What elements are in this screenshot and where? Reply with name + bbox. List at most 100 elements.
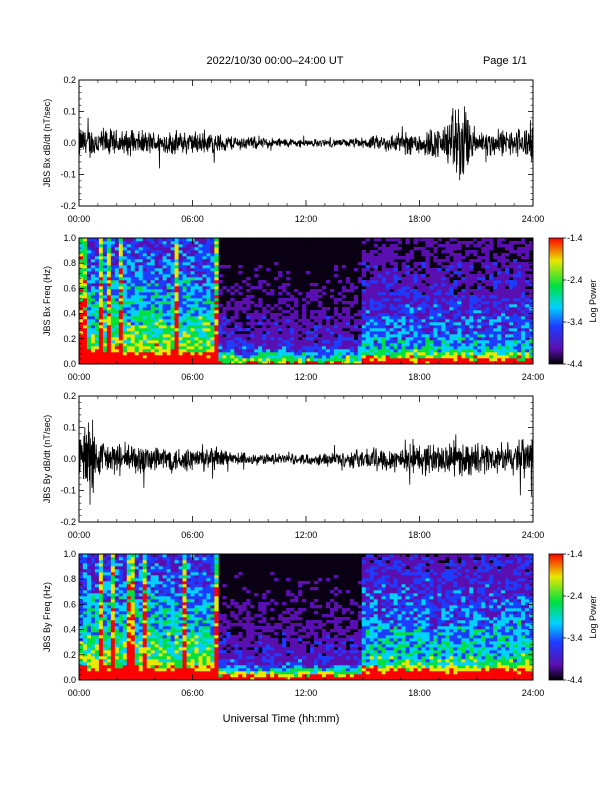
spectrogram-cell — [126, 554, 132, 558]
spectrogram-cell — [102, 638, 108, 642]
spectrogram-cell — [150, 241, 155, 245]
spectrogram-cell — [254, 310, 259, 314]
spectrogram-cell — [82, 247, 88, 251]
spectrogram-cell — [114, 662, 120, 666]
spectrogram-cell — [102, 674, 108, 678]
spectrogram-cell — [142, 334, 147, 338]
spectrogram-cell — [198, 331, 203, 335]
spectrogram-cell — [118, 650, 124, 654]
spectrogram-cell — [162, 274, 167, 278]
spectrogram-cell — [114, 349, 120, 353]
spectrogram-cell — [497, 274, 502, 278]
spectrogram-cell — [377, 280, 382, 284]
spectrogram-cell — [321, 352, 327, 356]
spectrogram-cell — [154, 322, 159, 326]
spectrogram-cell — [405, 271, 410, 275]
spectrogram-cell — [198, 274, 203, 278]
spectrogram-cell — [353, 295, 359, 299]
spectrogram-cell — [162, 602, 167, 606]
spectrogram-cell — [302, 340, 307, 344]
spectrogram-cell — [513, 334, 518, 338]
spectrogram-cell — [321, 313, 327, 317]
spectrogram-cell — [102, 626, 108, 630]
spectrogram-cell — [82, 590, 88, 594]
spectrogram-cell — [126, 608, 132, 612]
spectrogram-cell — [82, 674, 88, 678]
spectrogram-cell — [110, 358, 116, 362]
spectrogram-cell — [389, 256, 394, 260]
spectrogram-cell — [138, 253, 144, 257]
spectrogram-cell — [126, 572, 132, 576]
spectrogram-cell — [194, 295, 199, 299]
spectrogram-cell — [385, 346, 390, 350]
spectrogram-cell — [134, 665, 140, 669]
spectrogram-cell — [158, 557, 163, 561]
spectrogram-cell — [138, 620, 144, 624]
spectrogram-cell — [154, 280, 159, 284]
spectrogram-cell — [158, 641, 163, 645]
spectrogram-cell — [106, 554, 112, 558]
spectrogram-cell — [521, 361, 526, 365]
spectrogram-cell — [134, 566, 140, 570]
spectrogram-cell — [206, 283, 211, 287]
spectrogram-cell — [521, 325, 526, 329]
spectrogram-cell — [302, 298, 307, 302]
spectrogram-cell — [194, 286, 199, 290]
spectrogram-cell — [206, 247, 211, 251]
spectrogram-cell — [110, 253, 116, 257]
spectrogram-cell — [525, 328, 530, 332]
spectrogram-cell — [214, 292, 219, 296]
spectrogram-cell — [309, 340, 315, 344]
spectrogram-cell — [122, 671, 128, 675]
spectrogram-cell — [369, 253, 374, 257]
spectrogram-cell — [441, 259, 446, 263]
spectrogram-cell — [79, 590, 84, 594]
spectrogram-cell — [234, 283, 239, 287]
spectrogram-cell — [158, 659, 163, 663]
spectrogram-cell — [493, 349, 498, 353]
spectrogram-cell — [445, 349, 450, 353]
spectrogram-cell — [238, 352, 243, 356]
spectrogram-cell — [186, 301, 191, 305]
spectrogram-cell — [238, 343, 243, 347]
spectrogram-cell — [309, 349, 315, 353]
spectrogram-cell — [377, 298, 382, 302]
spectrogram-cell — [329, 340, 335, 344]
spectrogram-cell — [142, 265, 147, 269]
spectrogram-cell — [425, 262, 430, 266]
spectrogram-cell — [341, 340, 347, 344]
spectrogram-cell — [417, 352, 422, 356]
spectrogram-cell — [473, 322, 478, 326]
spectrogram-cell — [122, 352, 128, 356]
spectrogram-cell — [365, 307, 371, 311]
spectrogram-cell — [401, 292, 406, 296]
spectrogram-cell — [405, 292, 410, 296]
spectrogram-cell — [82, 352, 88, 356]
spectrogram-cell — [118, 319, 124, 323]
spectrogram-cell — [529, 298, 534, 302]
spectrogram-cell — [194, 262, 199, 266]
spectrogram-cell — [146, 560, 151, 564]
spectrogram-cell — [250, 316, 255, 320]
spectrogram-cell — [417, 262, 422, 266]
spectrogram-cell — [162, 575, 167, 579]
spectrogram-cell — [473, 277, 478, 281]
spectrogram-cell — [433, 355, 438, 359]
spectrogram-cell — [302, 349, 307, 353]
spectrogram-cell — [290, 349, 295, 353]
spectrogram-cell — [493, 328, 498, 332]
spectrogram-cell — [162, 280, 167, 284]
spectrogram-cell — [485, 307, 490, 311]
spectrogram-cell — [345, 349, 351, 353]
spectrogram-cell — [457, 319, 462, 323]
spectrogram-cell — [126, 626, 132, 630]
spectrogram-cell — [150, 325, 155, 329]
spectrogram-cell — [110, 587, 116, 591]
spectrogram-cell — [86, 584, 92, 588]
spectrogram-cell — [286, 340, 291, 344]
spectrogram-cell — [142, 665, 147, 669]
spectrogram-cell — [481, 286, 486, 290]
spectrogram-cell — [79, 560, 84, 564]
spectrogram-cell — [306, 301, 311, 305]
spectrogram-cell — [190, 310, 195, 314]
